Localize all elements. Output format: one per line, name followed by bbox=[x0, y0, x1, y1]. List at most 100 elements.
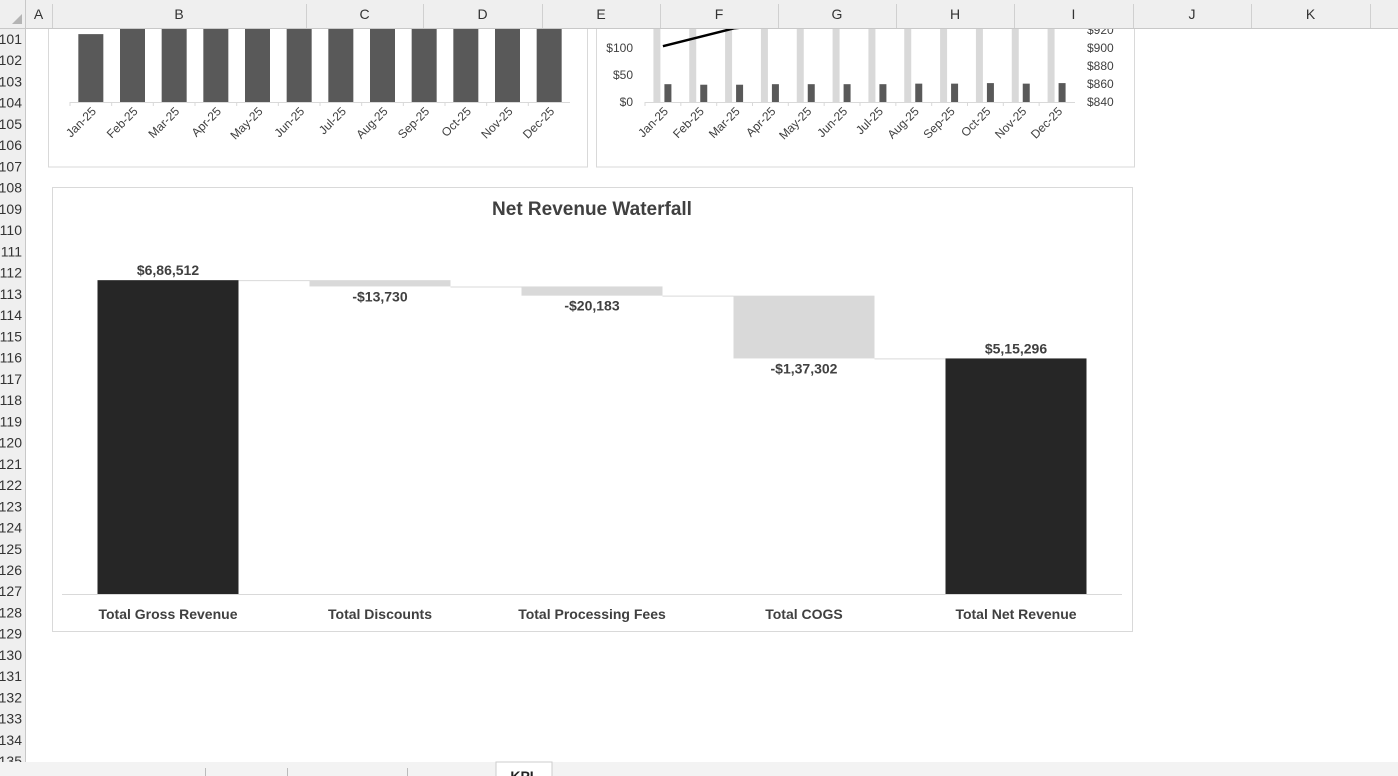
bar bbox=[1022, 83, 1030, 102]
row-header[interactable]: 104 bbox=[0, 95, 22, 111]
y2-tick-label: $860 bbox=[1087, 77, 1114, 91]
row-header[interactable]: 116 bbox=[0, 350, 22, 366]
bar bbox=[736, 84, 744, 102]
y2-tick-label: $900 bbox=[1087, 41, 1114, 55]
x-tick-label: Total Net Revenue bbox=[955, 606, 1076, 622]
column-header[interactable]: C bbox=[359, 6, 369, 22]
x-tick-label: Total Processing Fees bbox=[518, 606, 666, 622]
bar bbox=[97, 280, 239, 594]
row-header[interactable]: 130 bbox=[0, 647, 22, 663]
column-header[interactable]: B bbox=[174, 6, 183, 22]
bar bbox=[653, 28, 661, 102]
row-header[interactable]: 106 bbox=[0, 137, 22, 153]
row-header[interactable]: 119 bbox=[0, 413, 22, 429]
row-header[interactable]: 127 bbox=[0, 583, 22, 599]
row-header[interactable]: 102 bbox=[0, 52, 22, 68]
bar bbox=[771, 84, 779, 102]
bar bbox=[879, 84, 887, 102]
bar bbox=[664, 84, 672, 102]
row-header[interactable]: 122 bbox=[0, 477, 22, 493]
bar bbox=[689, 28, 697, 102]
active-tab[interactable] bbox=[495, 761, 553, 776]
row-header[interactable]: 121 bbox=[0, 456, 22, 472]
column-header[interactable]: H bbox=[950, 6, 960, 22]
row-header-bar bbox=[0, 0, 25, 776]
row-header[interactable]: 131 bbox=[0, 668, 22, 684]
select-all[interactable] bbox=[12, 14, 22, 24]
column-header[interactable]: I bbox=[1072, 6, 1076, 22]
bar bbox=[286, 28, 312, 103]
bar bbox=[120, 28, 145, 103]
row-header[interactable]: 120 bbox=[0, 435, 22, 451]
row-header[interactable]: 124 bbox=[0, 520, 22, 536]
bar bbox=[725, 28, 733, 102]
bar bbox=[832, 28, 840, 102]
data-label: $5,15,296 bbox=[985, 340, 1047, 356]
bar bbox=[536, 28, 562, 102]
bar bbox=[78, 34, 104, 102]
bar bbox=[904, 28, 912, 103]
column-header[interactable]: G bbox=[832, 6, 843, 22]
column-header[interactable]: J bbox=[1189, 6, 1196, 22]
bar bbox=[868, 28, 876, 102]
bar bbox=[370, 28, 395, 103]
column-header[interactable]: K bbox=[1306, 6, 1316, 22]
row-header[interactable]: 113 bbox=[0, 286, 22, 302]
row-header[interactable]: 108 bbox=[0, 180, 22, 196]
data-label: -$20,183 bbox=[564, 298, 619, 314]
row-header[interactable]: 126 bbox=[0, 562, 22, 578]
row-header[interactable]: 114 bbox=[0, 307, 22, 323]
bar bbox=[807, 84, 815, 102]
plot: $0 $50 $100 $840 $860 $880 $900 $920 bbox=[606, 23, 1114, 109]
row-header[interactable]: 105 bbox=[0, 116, 22, 132]
column-header[interactable]: A bbox=[34, 6, 44, 22]
column-header[interactable]: E bbox=[596, 6, 605, 22]
row-header[interactable]: 103 bbox=[0, 73, 22, 89]
y-tick-label: $0 bbox=[620, 95, 634, 109]
row-header[interactable]: 133 bbox=[0, 711, 22, 727]
x-tick-label: Total Gross Revenue bbox=[98, 606, 237, 622]
row-header[interactable]: 115 bbox=[0, 328, 22, 344]
column-header[interactable]: D bbox=[477, 6, 487, 22]
bar bbox=[453, 28, 479, 102]
bar bbox=[975, 28, 983, 102]
row-header[interactable]: 117 bbox=[0, 371, 22, 387]
bar bbox=[309, 280, 451, 287]
x-tick-label: Total COGS bbox=[765, 606, 843, 622]
bar bbox=[1058, 83, 1066, 102]
row-header[interactable]: 107 bbox=[0, 158, 22, 174]
row-header[interactable]: 101 bbox=[0, 31, 22, 47]
bar bbox=[760, 28, 768, 103]
row-header[interactable]: 128 bbox=[0, 604, 22, 620]
y2-tick-label: $880 bbox=[1087, 59, 1114, 73]
y-tick-label: $100 bbox=[606, 41, 633, 55]
row-header[interactable]: 109 bbox=[0, 201, 22, 217]
row-header[interactable]: 134 bbox=[0, 732, 22, 748]
row-header[interactable]: 111 bbox=[1, 243, 22, 259]
sheet-tab-label[interactable]: KPI bbox=[510, 768, 533, 776]
x-tick-label: Total Discounts bbox=[328, 606, 432, 622]
data-label: -$1,37,302 bbox=[771, 360, 838, 376]
row-header[interactable]: 110 bbox=[0, 222, 22, 238]
bar bbox=[700, 84, 708, 102]
bar bbox=[411, 28, 437, 103]
row-header[interactable]: 125 bbox=[0, 541, 22, 557]
row-header[interactable]: 129 bbox=[0, 626, 22, 642]
bar bbox=[161, 28, 187, 102]
y2-tick-label: $920 bbox=[1087, 23, 1114, 37]
bar bbox=[203, 28, 229, 103]
bar bbox=[986, 83, 994, 102]
bar bbox=[796, 28, 804, 102]
row-header[interactable]: 123 bbox=[0, 498, 22, 514]
sheet-tabs: KPI bbox=[0, 761, 1398, 776]
row-header[interactable]: 132 bbox=[0, 689, 22, 705]
bar bbox=[843, 84, 851, 102]
bar bbox=[945, 358, 1087, 594]
column-header[interactable]: F bbox=[715, 6, 724, 22]
bar bbox=[495, 28, 520, 103]
bar bbox=[940, 28, 948, 102]
row-header[interactable]: 112 bbox=[0, 265, 22, 281]
row-header[interactable]: 118 bbox=[0, 392, 22, 408]
